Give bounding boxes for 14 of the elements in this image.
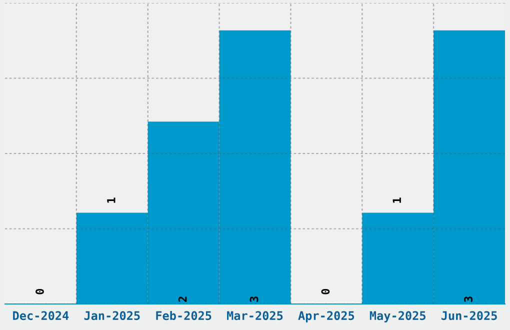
x-tick-label: Jan-2025	[84, 311, 140, 320]
data-label: 0	[36, 288, 44, 294]
x-tick-label: Mar-2025	[227, 311, 283, 320]
data-label: 2	[178, 296, 187, 302]
data-label: 0	[321, 288, 330, 294]
data-label: 1	[107, 198, 116, 203]
data-label: 3	[464, 296, 473, 302]
x-tick-label: Jun-2025	[441, 311, 497, 320]
x-tick-label: May-2025	[370, 311, 426, 322]
x-tick-label: Feb-2025	[156, 310, 212, 320]
data-label: 1	[392, 198, 401, 203]
data-label: 3	[250, 296, 258, 302]
x-tick-label: Apr-2025	[298, 311, 354, 322]
x-tick-label: Dec-2024	[13, 311, 69, 320]
